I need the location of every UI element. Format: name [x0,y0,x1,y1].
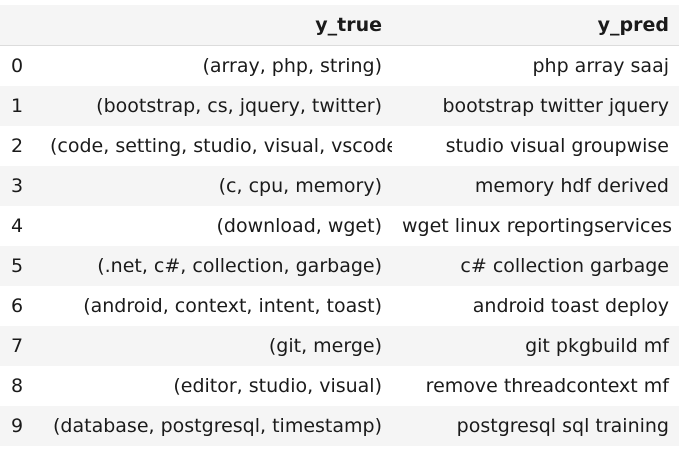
row-index: 4 [11,215,24,237]
y-true-cell: (code, setting, studio, visual, vscode) [50,135,392,157]
y-pred-cell: studio visual groupwise [445,135,669,157]
y-pred-cell: memory hdf derived [474,175,669,197]
row-index: 1 [11,95,24,117]
row-index: 7 [11,335,24,357]
table-row: 2 (code, setting, studio, visual, vscode… [0,126,679,166]
table-row: 7 (git, merge) git pkgbuild mf [0,326,679,366]
y-pred-cell: postgresql sql training [456,415,669,437]
y-true-cell: (git, merge) [268,335,382,357]
table-row: 8 (editor, studio, visual) remove thread… [0,366,679,406]
table-row: 0 (array, php, string) php array saaj [0,45,679,86]
y-pred-column-header: y_pred [392,5,679,46]
y-true-cell: (database, postgresql, timestamp) [53,415,382,437]
y-true-column-header: y_true [40,5,392,46]
table-row: 1 (bootstrap, cs, jquery, twitter) boots… [0,86,679,126]
y-true-cell: (download, wget) [216,215,382,237]
y-pred-cell: git pkgbuild mf [525,335,669,357]
y-true-cell: (editor, studio, visual) [173,375,382,397]
y-true-cell: (c, cpu, memory) [218,175,382,197]
y-pred-cell: android toast deploy [472,295,669,317]
index-column-header [0,5,40,46]
table-row: 3 (c, cpu, memory) memory hdf derived [0,166,679,206]
y-pred-cell: bootstrap twitter jquery [442,95,670,117]
table-row: 4 (download, wget) wget linux reportings… [0,206,679,246]
y-true-cell: (array, php, string) [202,55,382,77]
y-pred-cell: wget linux reportingservices [402,215,673,237]
y-true-cell: (.net, c#, collection, garbage) [97,255,382,277]
table-header: y_true y_pred [0,5,679,46]
row-index: 3 [11,175,24,197]
table-row: 6 (android, context, intent, toast) andr… [0,286,679,326]
table-body: 0 (array, php, string) php array saaj 1 … [0,45,679,446]
results-table: y_true y_pred 0 (array, php, string) php… [0,5,679,446]
y-pred-cell: php array saaj [532,55,669,77]
row-index: 0 [11,55,24,77]
y-true-cell: (android, context, intent, toast) [83,295,382,317]
header-row: y_true y_pred [0,5,679,46]
row-index: 9 [11,415,24,437]
table-row: 5 (.net, c#, collection, garbage) c# col… [0,246,679,286]
y-pred-cell: remove threadcontext mf [425,375,669,397]
y-true-cell: (bootstrap, cs, jquery, twitter) [96,95,382,117]
table-row: 9 (database, postgresql, timestamp) post… [0,406,679,446]
row-index: 8 [11,375,24,397]
row-index: 6 [11,295,24,317]
y-pred-cell: c# collection garbage [460,255,669,277]
row-index: 2 [11,135,24,157]
row-index: 5 [11,255,24,277]
